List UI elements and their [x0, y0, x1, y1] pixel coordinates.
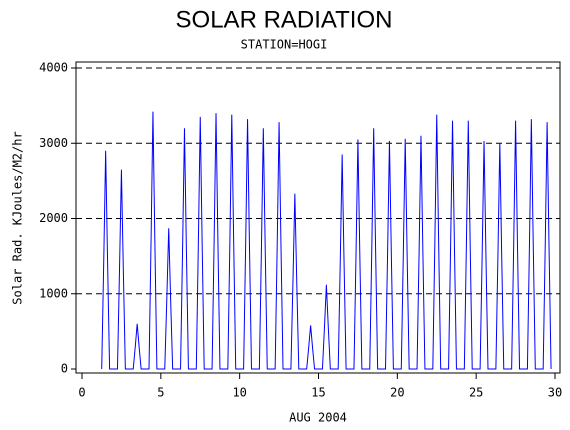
data-line [101, 111, 552, 370]
y-tick-label: 4000 [39, 61, 68, 75]
x-tick-label: 25 [469, 386, 483, 400]
x-tick-label: 0 [78, 386, 85, 400]
x-tick-label: 5 [157, 386, 164, 400]
chart-title: SOLAR RADIATION [176, 6, 393, 33]
x-tick-label: 10 [232, 386, 246, 400]
x-tick-label: 20 [390, 386, 404, 400]
y-tick-label: 1000 [39, 286, 68, 300]
x-axis-label: AUG 2004 [289, 411, 347, 425]
y-tick-label: 0 [61, 362, 68, 376]
x-tick-label: 15 [311, 386, 325, 400]
y-tick-label: 3000 [39, 136, 68, 150]
chart-subtitle: STATION=HOGI [241, 38, 328, 52]
y-axis-label: Solar Rad. KJoules/M2/hr [11, 131, 25, 304]
y-tick-label: 2000 [39, 211, 68, 225]
x-tick-label: 30 [548, 386, 562, 400]
